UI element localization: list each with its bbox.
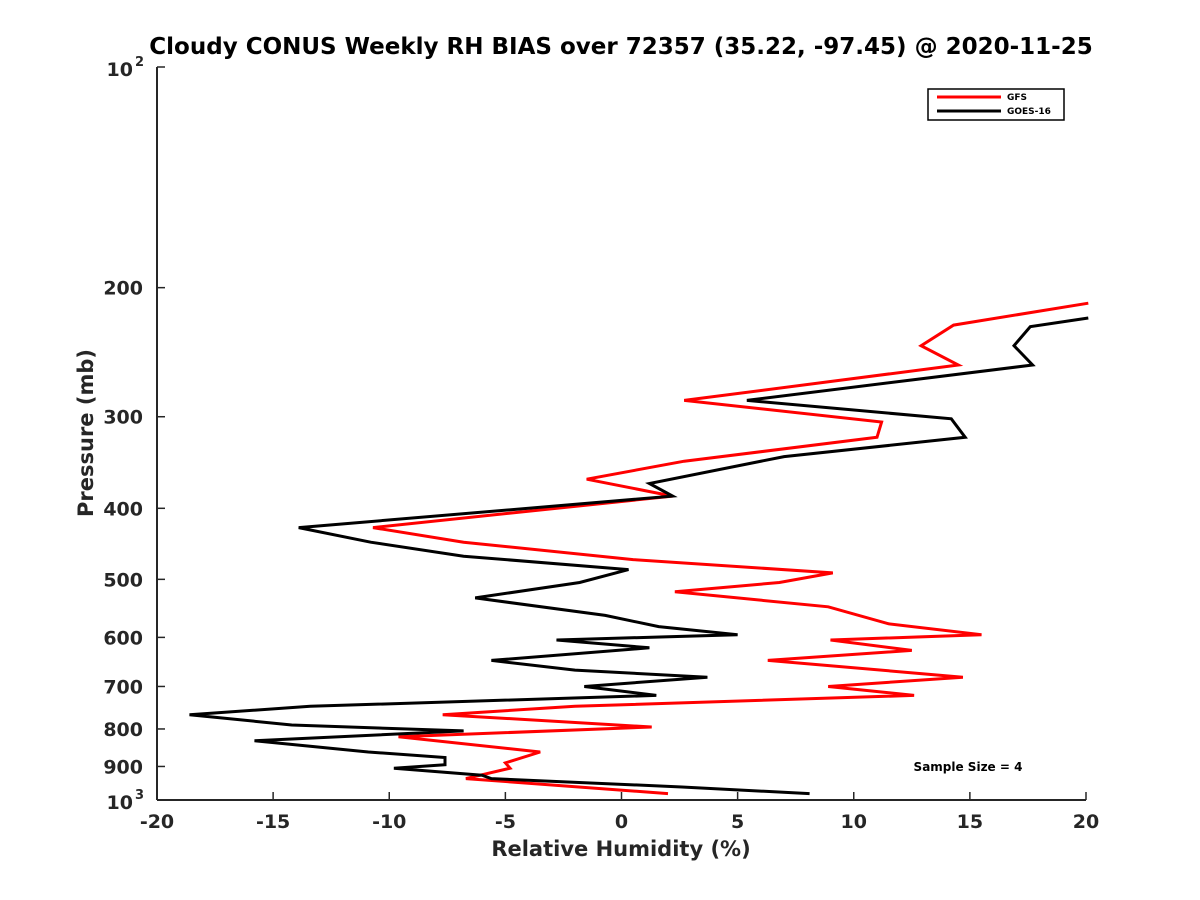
legend-label-goes16: GOES-16 [1007,107,1051,117]
legend: GFS GOES-16 [927,88,1065,121]
x-tick-label: 20 [1073,811,1099,833]
series-layer [189,301,1089,796]
y-tick-label: 300 [103,407,143,429]
y-tick-label: 200 [103,278,143,300]
x-tick-label: -5 [495,811,516,833]
y-tick-label: 900 [103,756,143,778]
x-tick-label: 10 [841,811,867,833]
x-tick-label: -15 [256,811,290,833]
x-tick-label: -20 [140,811,174,833]
x-tick-label: 0 [615,811,628,833]
plot-area: -20 -15 -10 -5 0 5 10 15 20 10 220030040050060070… [103,55,1099,833]
series-line-gfs [372,301,1089,796]
legend-label-gfs: GFS [1007,93,1027,103]
y-tick-label: 10 [107,59,133,81]
sample-size-annotation: Sample Size = 4 [914,760,1023,774]
x-axis-label: Relative Humidity (%) [491,837,750,861]
chart-title: Cloudy CONUS Weekly RH BIAS over 72357 (… [149,34,1092,60]
series-line-goes16 [189,316,1089,796]
y-tick-label: 600 [103,627,143,649]
y-tick-exponent: 3 [135,788,144,803]
y-tick-label: 500 [103,569,143,591]
y-tick-exponent: 2 [135,55,144,70]
y-tick-label: 400 [103,498,143,520]
y-tick-label: 800 [103,719,143,741]
x-tick-label: 15 [957,811,983,833]
x-tick-label: -10 [372,811,406,833]
y-axis-label: Pressure (mb) [74,349,98,517]
y-tick-label: 10 [107,792,133,814]
legend-box [927,88,1065,121]
x-tick-label: 5 [731,811,744,833]
y-tick-label: 700 [103,676,143,698]
x-ticks: -20 -15 -10 -5 0 5 10 15 20 [140,792,1099,833]
